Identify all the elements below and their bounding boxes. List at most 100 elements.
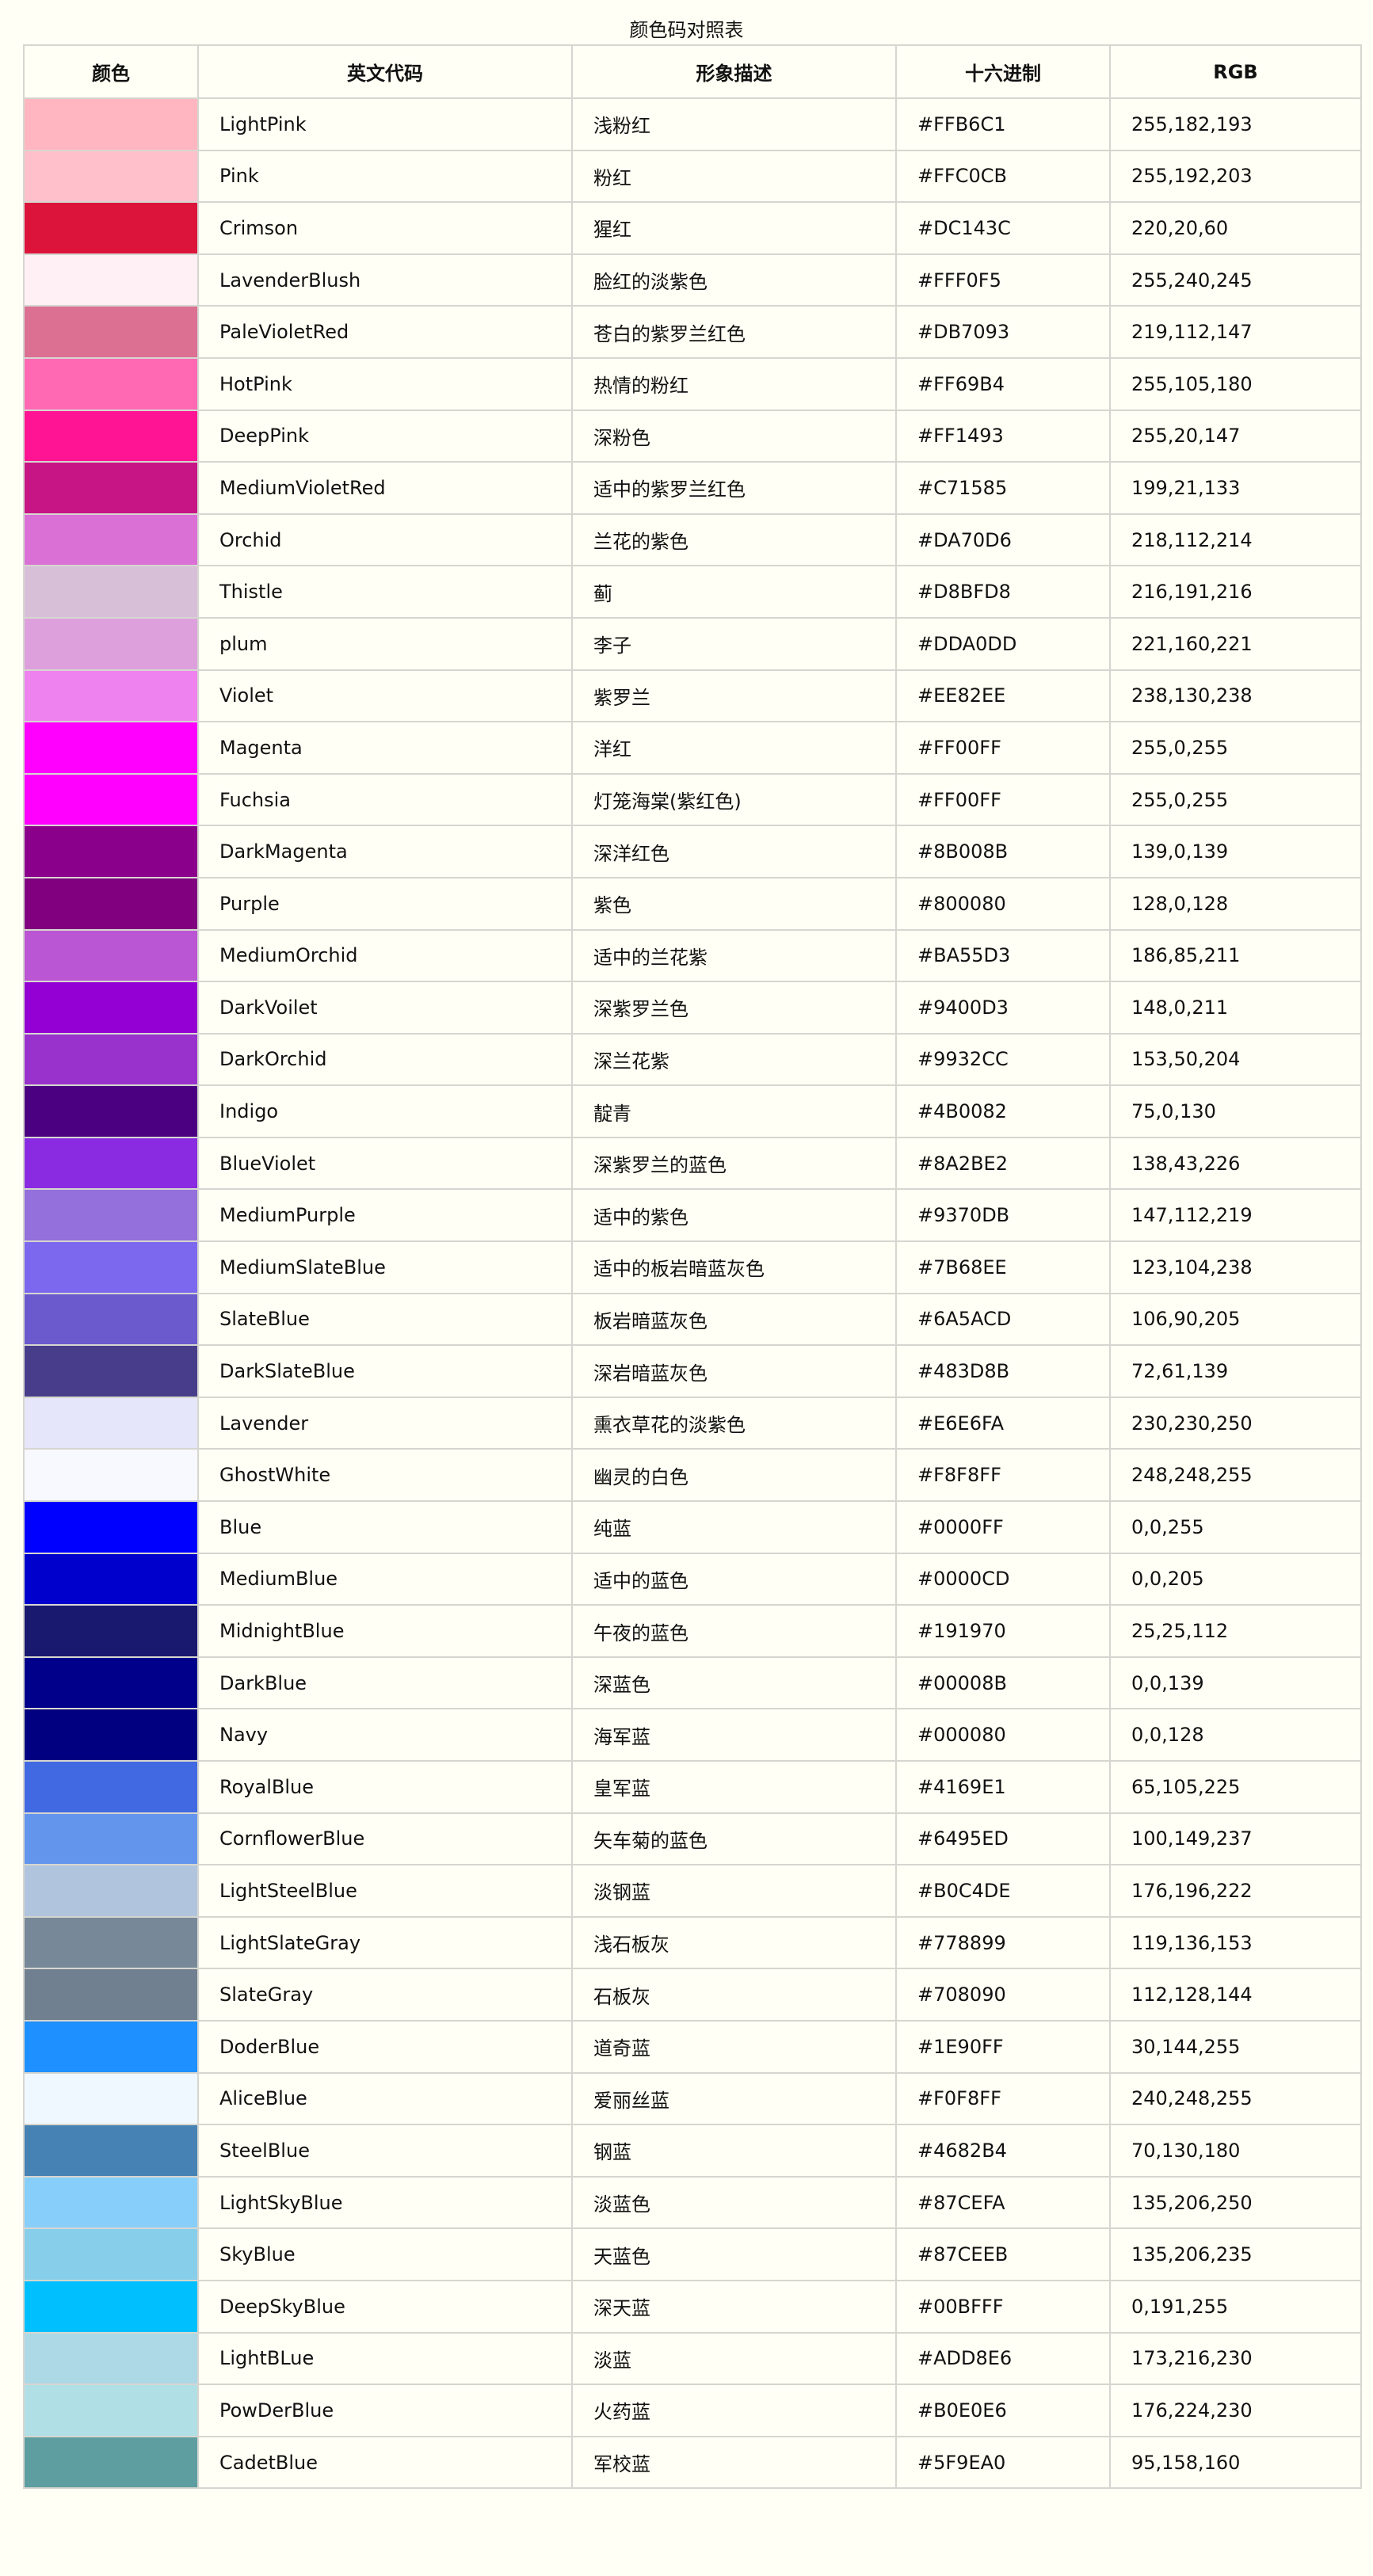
color-description: 紫色: [571, 876, 897, 931]
color-swatch: [23, 409, 199, 463]
color-rgb-value: 255,0,255: [1109, 721, 1362, 775]
color-description: 火药蓝: [571, 2384, 897, 2437]
color-hex-code: #B0C4DE: [895, 1864, 1111, 1918]
color-description: 深兰花紫: [571, 1032, 897, 1087]
color-swatch: [23, 2279, 199, 2334]
table-row: LightBLue 淡蓝 #ADD8E6 173,216,230: [23, 2331, 1362, 2386]
color-rgb-value: 135,206,235: [1109, 2227, 1362, 2281]
color-swatch: [23, 876, 199, 931]
table-row: Indigo 靛青 #4B0082 75,0,130: [23, 1084, 1362, 1138]
color-rgb-value: 218,112,214: [1109, 513, 1362, 567]
color-swatch: [23, 1604, 199, 1658]
table-row: SlateGray 石板灰 #708090 112,128,144: [23, 1968, 1362, 2022]
color-english-name: Lavender: [197, 1396, 573, 1450]
color-description: 午夜的蓝色: [571, 1604, 897, 1658]
color-swatch: [23, 981, 199, 1035]
color-swatch: [23, 1708, 199, 1762]
color-hex-code: #1E90FF: [895, 2019, 1111, 2074]
color-swatch: [23, 305, 199, 359]
color-hex-code: #FFF0F5: [895, 253, 1111, 307]
color-hex-code: #0000FF: [895, 1500, 1111, 1554]
color-rgb-value: 75,0,130: [1109, 1084, 1362, 1138]
color-description: 矢车菊的蓝色: [571, 1812, 897, 1866]
color-swatch: [23, 1760, 199, 1814]
table-row: DarkMagenta 深洋红色 #8B008B 139,0,139: [23, 825, 1362, 878]
color-hex-code: #708090: [895, 1968, 1111, 2022]
color-hex-code: #FF00FF: [895, 772, 1111, 827]
color-hex-code: #FF1493: [895, 409, 1111, 463]
color-swatch: [23, 1344, 199, 1398]
color-description: 板岩暗蓝灰色: [571, 1292, 897, 1347]
color-swatch: [23, 2331, 199, 2386]
color-rgb-value: 176,196,222: [1109, 1864, 1362, 1918]
color-rgb-value: 216,191,216: [1109, 565, 1362, 619]
table-row: LightSkyBlue 淡蓝色 #87CEFA 135,206,250: [23, 2175, 1362, 2230]
color-description: 深蓝色: [571, 1656, 897, 1710]
color-description: 适中的板岩暗蓝灰色: [571, 1240, 897, 1294]
table-row: MediumBlue 适中的蓝色 #0000CD 0,0,205: [23, 1552, 1362, 1606]
color-english-name: DoderBlue: [197, 2019, 573, 2074]
color-english-name: Violet: [197, 669, 573, 723]
color-english-name: Magenta: [197, 721, 573, 775]
table-row: RoyalBlue 皇军蓝 #4169E1 65,105,225: [23, 1760, 1362, 1814]
table-row: DeepSkyBlue 深天蓝 #00BFFF 0,191,255: [23, 2279, 1362, 2334]
color-description: 爱丽丝蓝: [571, 2071, 897, 2126]
color-swatch: [23, 1656, 199, 1710]
color-hex-code: #87CEFA: [895, 2175, 1111, 2230]
color-swatch: [23, 1552, 199, 1606]
header-description: 形象描述: [571, 44, 897, 99]
header-rgb: RGB: [1109, 44, 1362, 99]
color-hex-code: #D8BFD8: [895, 565, 1111, 619]
table-row: Navy 海军蓝 #000080 0,0,128: [23, 1708, 1362, 1762]
color-rgb-value: 72,61,139: [1109, 1344, 1362, 1398]
color-rgb-value: 100,149,237: [1109, 1812, 1362, 1866]
color-description: 纯蓝: [571, 1500, 897, 1554]
color-swatch: [23, 565, 199, 619]
color-swatch: [23, 2435, 199, 2490]
table-row: SkyBlue 天蓝色 #87CEEB 135,206,235: [23, 2227, 1362, 2281]
color-english-name: DeepSkyBlue: [197, 2279, 573, 2334]
color-rgb-value: 173,216,230: [1109, 2331, 1362, 2386]
color-swatch: [23, 2227, 199, 2281]
color-description: 深粉色: [571, 409, 897, 463]
color-hex-code: #4682B4: [895, 2124, 1111, 2178]
color-rgb-value: 123,104,238: [1109, 1240, 1362, 1294]
color-english-name: MidnightBlue: [197, 1604, 573, 1658]
color-hex-code: #800080: [895, 876, 1111, 931]
color-english-name: LightPink: [197, 97, 573, 151]
color-hex-code: #F0F8FF: [895, 2071, 1111, 2126]
table-row: Lavender 熏衣草花的淡紫色 #E6E6FA 230,230,250: [23, 1396, 1362, 1450]
color-hex-code: #6A5ACD: [895, 1292, 1111, 1347]
color-rgb-value: 255,20,147: [1109, 409, 1362, 463]
color-hex-code: #4169E1: [895, 1760, 1111, 1814]
table-row: MediumPurple 适中的紫色 #9370DB 147,112,219: [23, 1188, 1362, 1243]
table-row: CornflowerBlue 矢车菊的蓝色 #6495ED 100,149,237: [23, 1812, 1362, 1866]
color-description: 道奇蓝: [571, 2019, 897, 2074]
color-english-name: Blue: [197, 1500, 573, 1554]
color-hex-code: #ADD8E6: [895, 2331, 1111, 2386]
color-english-name: DarkBlue: [197, 1656, 573, 1710]
color-hex-code: #FFB6C1: [895, 97, 1111, 151]
table-row: LightPink 浅粉红 #FFB6C1 255,182,193: [23, 97, 1362, 151]
color-rgb-value: 255,105,180: [1109, 356, 1362, 411]
color-description: 浅粉红: [571, 97, 897, 151]
color-swatch: [23, 1396, 199, 1450]
color-swatch: [23, 772, 199, 827]
color-hex-code: #DB7093: [895, 305, 1111, 359]
color-rgb-value: 147,112,219: [1109, 1188, 1362, 1243]
color-swatch: [23, 928, 199, 983]
color-hex-code: #FF69B4: [895, 356, 1111, 411]
color-rgb-value: 65,105,225: [1109, 1760, 1362, 1814]
color-swatch: [23, 1188, 199, 1243]
color-english-name: LightBLue: [197, 2331, 573, 2386]
table-row: HotPink 热情的粉红 #FF69B4 255,105,180: [23, 356, 1362, 411]
header-hex: 十六进制: [895, 44, 1111, 99]
color-hex-code: #000080: [895, 1708, 1111, 1762]
color-swatch: [23, 97, 199, 151]
color-swatch: [23, 1084, 199, 1138]
color-english-name: CadetBlue: [197, 2435, 573, 2490]
color-english-name: Navy: [197, 1708, 573, 1762]
color-hex-code: #0000CD: [895, 1552, 1111, 1606]
color-english-name: DarkOrchid: [197, 1032, 573, 1087]
table-row: Purple 紫色 #800080 128,0,128: [23, 876, 1362, 931]
